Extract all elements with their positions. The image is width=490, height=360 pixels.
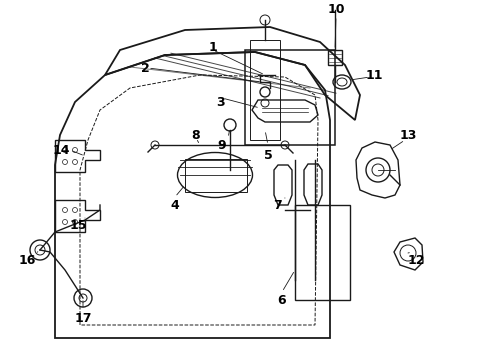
- Text: 10: 10: [327, 3, 345, 15]
- Bar: [295, 205, 350, 300]
- Text: 12: 12: [407, 253, 425, 266]
- Bar: [185, 159, 247, 192]
- Text: 17: 17: [74, 311, 92, 324]
- Text: 16: 16: [18, 253, 36, 266]
- Text: 15: 15: [69, 219, 87, 231]
- Text: 14: 14: [52, 144, 70, 157]
- Text: 5: 5: [264, 149, 272, 162]
- Text: 2: 2: [141, 62, 149, 75]
- Bar: [250, 40, 280, 140]
- Text: 6: 6: [278, 293, 286, 306]
- Text: 11: 11: [365, 68, 383, 81]
- Text: 8: 8: [192, 129, 200, 141]
- Text: 7: 7: [272, 198, 281, 212]
- Bar: [245, 50, 335, 145]
- Text: 9: 9: [218, 139, 226, 152]
- Text: 3: 3: [216, 95, 224, 108]
- Text: 1: 1: [209, 41, 218, 54]
- Text: 4: 4: [171, 198, 179, 212]
- Text: 13: 13: [399, 129, 416, 141]
- Bar: [328, 50, 342, 65]
